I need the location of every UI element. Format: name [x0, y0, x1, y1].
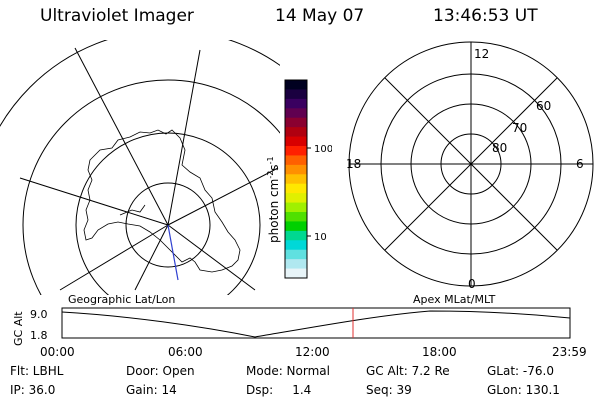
- colorbar-cell: [285, 183, 307, 194]
- mlt-diagonal: [384, 77, 558, 251]
- colorbar-cell: [285, 259, 307, 270]
- geographic-map: [0, 40, 280, 295]
- colorbar-cell: [285, 80, 307, 90]
- orbit-track: [167, 224, 179, 281]
- mlt-label-0: 0: [468, 277, 476, 291]
- colorbar-cell: [285, 249, 307, 260]
- mlat-label-80: 80: [492, 141, 507, 155]
- timeline-ytick-high: 9.0: [30, 308, 48, 321]
- date-label: 14 May 07: [275, 6, 365, 26]
- colorbar-tick-100: 100: [314, 144, 332, 155]
- colorbar-cell: [285, 240, 307, 251]
- apex-panel-label: Apex MLat/MLT: [413, 293, 496, 306]
- timeline-xtick-1800: 18:00: [422, 345, 457, 359]
- instrument-title: Ultraviolet Imager: [40, 6, 194, 26]
- info-flt: Flt: LBHL: [10, 364, 64, 378]
- info-dsp: Dsp: 1.4: [246, 383, 312, 397]
- colorbar-unit-label: photon cm-2s-1: [266, 156, 281, 243]
- meridian-line: [167, 49, 201, 226]
- colorbar-cell: [285, 127, 307, 138]
- geographic-panel-label: Geographic Lat/Lon: [68, 293, 176, 306]
- color-bar: 100 10 photon cm-2s-1: [266, 79, 332, 279]
- timeline-y-label: GC Alt: [12, 311, 25, 346]
- timeline-ytick-low: 1.8: [30, 329, 48, 342]
- info-glon: GLon: 130.1: [487, 383, 560, 397]
- meridian-line: [134, 224, 169, 291]
- timeline-xtick-0600: 06:00: [168, 345, 203, 359]
- colorbar-cell: [285, 230, 307, 241]
- altitude-timeline: GC Alt 9.0 1.8 00:00 06:00 12:00 18:00 2…: [12, 307, 587, 359]
- colorbar-cell: [285, 155, 307, 166]
- info-door: Door: Open: [126, 364, 195, 378]
- colorbar-cell: [285, 268, 307, 279]
- colorbar-cell: [285, 212, 307, 222]
- lat-circle-mid: [75, 132, 261, 295]
- timeline-xtick-2359: 23:59: [552, 345, 587, 359]
- info-seq: Seq: 39: [366, 383, 412, 397]
- mlt-label-18: 18: [346, 157, 361, 171]
- colorbar-cell: [285, 136, 307, 147]
- colorbar-cell: [285, 98, 307, 109]
- lat-circle-inner: [125, 182, 211, 268]
- info-gain: Gain: 14: [126, 383, 177, 397]
- timeline-xtick-0000: 00:00: [40, 345, 75, 359]
- colorbar-cell: [285, 221, 307, 232]
- info-glat: GLat: -76.0: [487, 364, 554, 378]
- colorbar-cell: [285, 89, 307, 100]
- colorbar-cell: [285, 108, 307, 119]
- colorbar-cell: [285, 174, 307, 185]
- meridian-line: [19, 177, 169, 226]
- meridian-line: [167, 224, 256, 291]
- time-label: 13:46:53 UT: [433, 6, 538, 26]
- info-gc-alt: GC Alt: 7.2 Re: [366, 364, 450, 378]
- mlt-label-6: 6: [576, 157, 584, 171]
- ice-shelf-outline: [119, 204, 146, 216]
- timeline-xtick-1200: 12:00: [295, 345, 330, 359]
- colorbar-cell: [285, 164, 307, 175]
- lat-circle-outer: [22, 79, 280, 295]
- info-ip: IP: 36.0: [10, 383, 56, 397]
- colorbar-tick-10: 10: [314, 232, 327, 243]
- meridian-line: [167, 167, 279, 226]
- mlat-label-70: 70: [512, 121, 527, 135]
- mlt-label-12: 12: [474, 47, 489, 61]
- meridian-line: [74, 47, 169, 226]
- colorbar-cell: [285, 193, 307, 204]
- colorbar-cell: [285, 117, 307, 128]
- antarctica-coastline: [83, 129, 241, 273]
- colorbar-cell: [285, 202, 307, 213]
- altitude-curve: [61, 310, 571, 338]
- mlat-label-60: 60: [536, 99, 551, 113]
- meridian-line: [59, 224, 169, 291]
- mlat-mlt-polar-plot: 12 18 6 0 60 70 80: [346, 41, 594, 291]
- timeline-frame: [61, 307, 571, 339]
- colorbar-cell: [285, 146, 307, 156]
- info-mode: Mode: Normal: [246, 364, 330, 378]
